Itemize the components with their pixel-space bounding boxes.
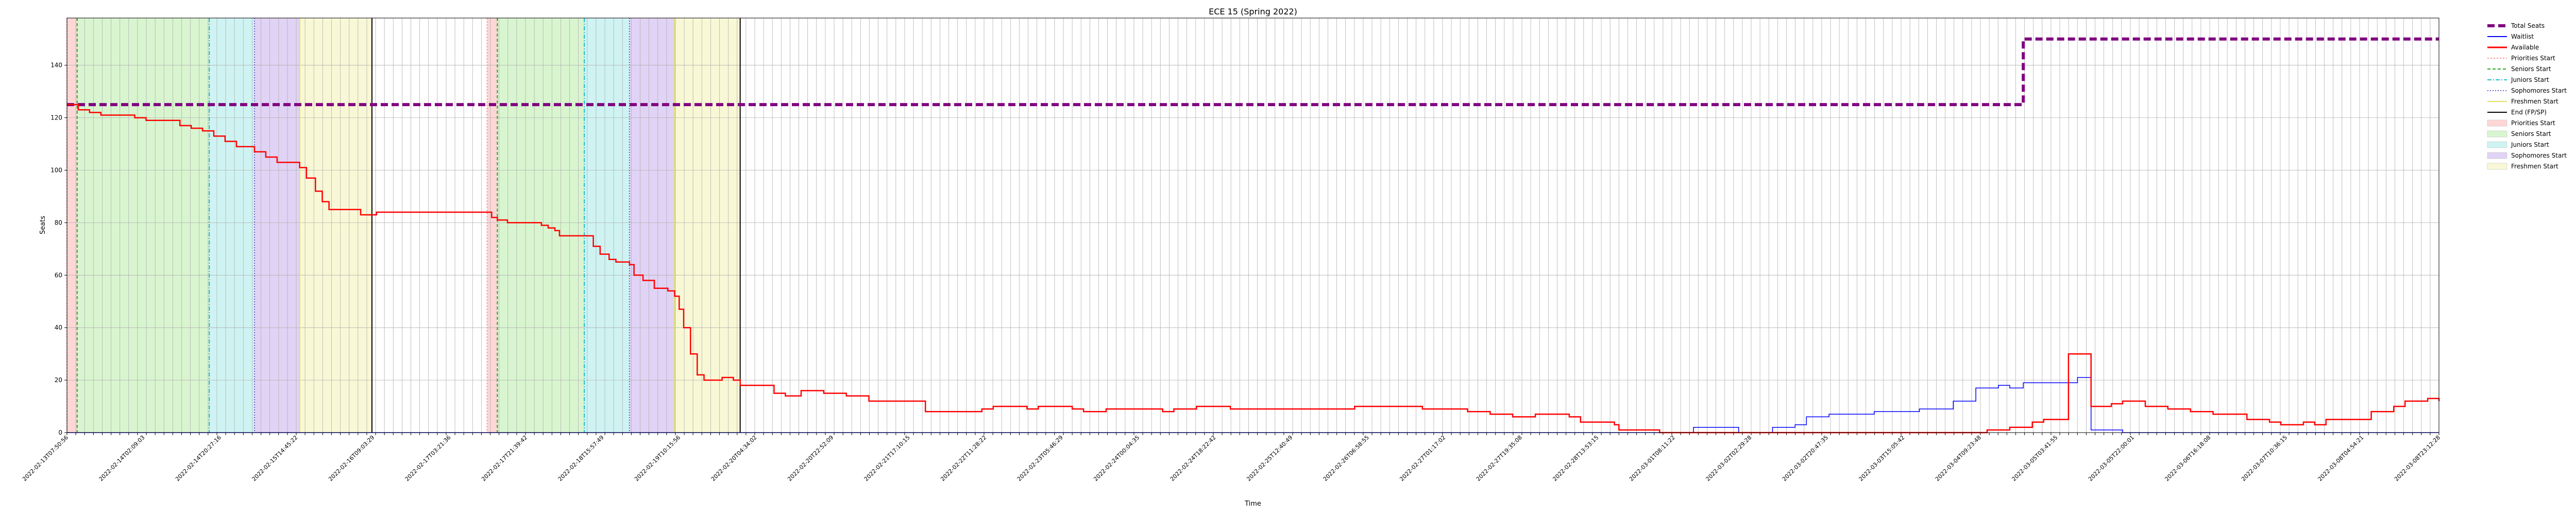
y-tick-label: 120 (50, 114, 62, 122)
chart-title: ECE 15 (Spring 2022) (1209, 7, 1297, 16)
legend-label: Available (2511, 44, 2539, 51)
x-axis-label: Time (1244, 500, 1261, 508)
grid (66, 18, 2439, 433)
y-axis: 0 20 40 60 80 100 120 140 (50, 62, 67, 436)
plot-frame (66, 18, 2439, 433)
y-tick-label: 100 (50, 167, 62, 174)
legend-label: Priorities Start (2511, 119, 2555, 127)
legend-patch-swatch (2487, 119, 2507, 127)
phase-region (584, 18, 630, 433)
y-tick-label: 60 (55, 271, 62, 279)
phase-markers (66, 18, 741, 433)
phase-region (254, 18, 300, 433)
phase-region (209, 18, 255, 433)
phase-region (77, 18, 210, 433)
legend-patch-swatch (2487, 163, 2507, 170)
y-tick-label: 40 (55, 324, 62, 331)
legend-label: Seniors Start (2511, 65, 2551, 73)
legend-patch-swatch (2487, 130, 2507, 138)
legend: Total Seats Waitlist Available Priorities S… (2487, 22, 2567, 170)
phase-region (299, 18, 372, 433)
legend-label: Freshmen Start (2511, 163, 2558, 170)
legend-label: Juniors Start (2511, 76, 2549, 83)
phase-region (629, 18, 675, 433)
y-tick-label: 140 (50, 62, 62, 69)
phase-region (67, 18, 77, 433)
legend-label: Priorities Start (2511, 55, 2555, 62)
y-axis-label: Seats (39, 216, 47, 234)
shaded-regions (67, 18, 740, 433)
series-line-total-seats (67, 37, 2439, 107)
phase-region (487, 18, 498, 433)
y-tick-label: 0 (58, 429, 62, 436)
series-line-available (67, 104, 2440, 434)
legend-label: Freshmen Start (2511, 98, 2558, 105)
legend-label: End (FP/SP) (2511, 109, 2547, 116)
phase-region (674, 18, 740, 433)
legend-label: Juniors Start (2511, 141, 2549, 148)
legend-patch-swatch (2487, 152, 2507, 159)
legend-patch-swatch (2487, 141, 2507, 148)
legend-label: Sophomores Start (2511, 152, 2567, 159)
legend-label: Sophomores Start (2511, 87, 2567, 94)
legend-label: Seniors Start (2511, 130, 2551, 138)
y-tick-label: 80 (55, 219, 62, 226)
legend-label: Waitlist (2511, 33, 2534, 40)
y-tick-label: 20 (55, 376, 62, 384)
legend-label: Total Seats (2511, 22, 2545, 29)
